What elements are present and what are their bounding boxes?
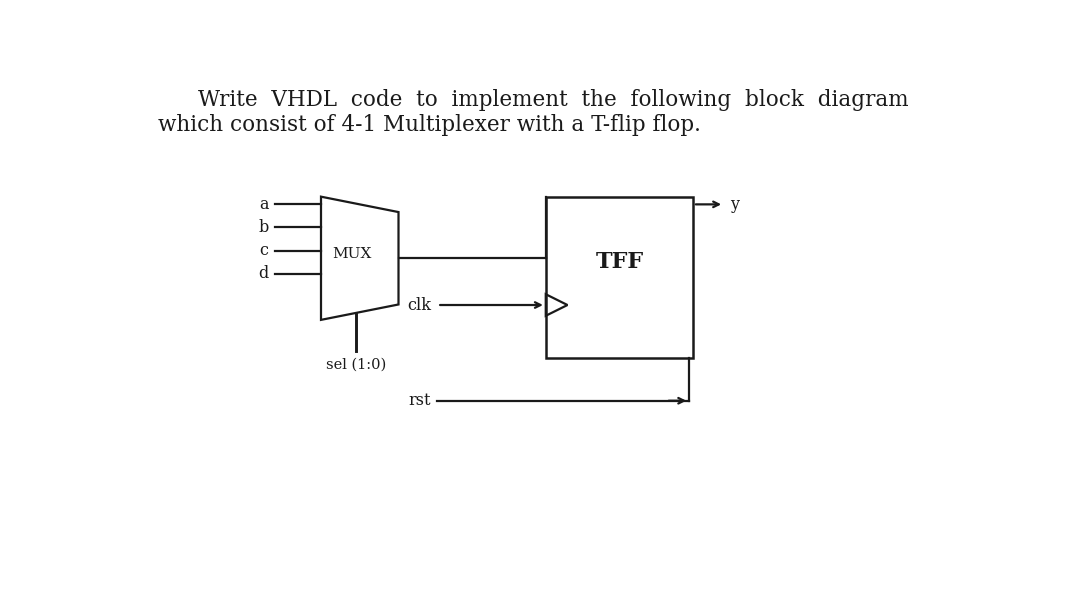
Text: a: a — [259, 196, 268, 213]
Text: c: c — [259, 242, 268, 259]
Text: b: b — [258, 219, 268, 236]
Text: y: y — [730, 196, 739, 213]
Text: sel (1:0): sel (1:0) — [326, 358, 386, 372]
Text: Write  VHDL  code  to  implement  the  following  block  diagram: Write VHDL code to implement the followi… — [199, 89, 908, 111]
Bar — [545, 197, 693, 358]
Text: clk: clk — [407, 296, 431, 314]
Text: which consist of 4-1 Multiplexer with a T-flip flop.: which consist of 4-1 Multiplexer with a … — [159, 113, 701, 136]
Text: MUX: MUX — [333, 247, 372, 262]
Text: rst: rst — [408, 392, 431, 409]
Text: d: d — [258, 265, 268, 282]
Text: TFF: TFF — [595, 251, 644, 273]
